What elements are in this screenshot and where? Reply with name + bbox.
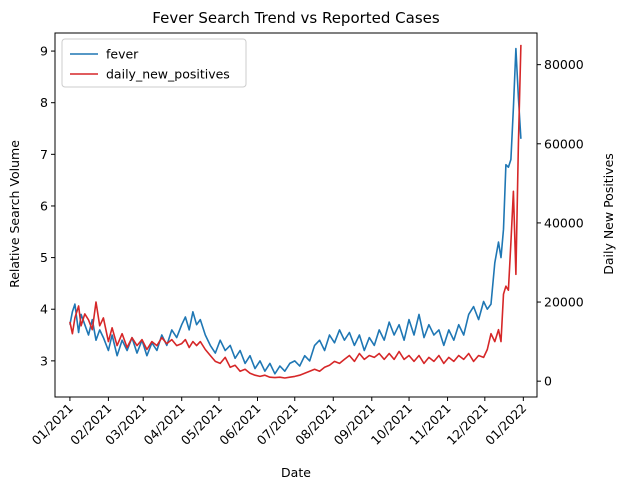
left-tick-label: 6	[40, 198, 48, 213]
series-line-daily-new-positives	[69, 44, 522, 379]
legend: fever daily_new_positives	[61, 38, 247, 88]
right-y-axis-label: Daily New Positives	[601, 153, 616, 275]
x-tick-label: 08/2021	[292, 401, 339, 448]
x-tick-label: 01/2022	[482, 401, 529, 448]
right-tick-label: 80000	[544, 57, 584, 72]
x-tick-label: 07/2021	[254, 401, 301, 448]
legend-label-fever: fever	[106, 47, 139, 62]
x-tick-label: 12/2021	[444, 401, 491, 448]
left-tick-label: 7	[40, 147, 48, 162]
x-axis: 01/202102/202103/202104/202105/202106/20…	[29, 397, 529, 448]
x-axis-label: Date	[281, 465, 311, 480]
left-tick-label: 5	[40, 250, 48, 265]
x-tick-label: 05/2021	[178, 401, 225, 448]
left-tick-label: 8	[40, 95, 48, 110]
right-tick-label: 20000	[544, 295, 584, 310]
right-tick-label: 40000	[544, 215, 584, 230]
right-tick-label: 60000	[544, 136, 584, 151]
x-tick-label: 10/2021	[368, 401, 415, 448]
chart-title: Fever Search Trend vs Reported Cases	[152, 9, 440, 27]
plot-frame	[54, 32, 538, 398]
left-y-axis-label: Relative Search Volume	[7, 140, 22, 288]
plot-area	[54, 32, 538, 398]
series-line-fever	[69, 47, 522, 375]
x-tick-label: 01/2021	[29, 401, 76, 448]
left-tick-label: 3	[40, 353, 48, 368]
right-tick-label: 0	[544, 374, 552, 389]
legend-box	[61, 38, 247, 88]
left-tick-label: 4	[40, 302, 48, 317]
legend-label-daily-new-positives: daily_new_positives	[106, 67, 230, 82]
left-tick-label: 9	[40, 44, 48, 59]
right-y-axis: 0 20000 40000 60000 80000	[537, 57, 584, 389]
left-y-axis: 3 4 5 6 7 8 9	[40, 44, 55, 368]
